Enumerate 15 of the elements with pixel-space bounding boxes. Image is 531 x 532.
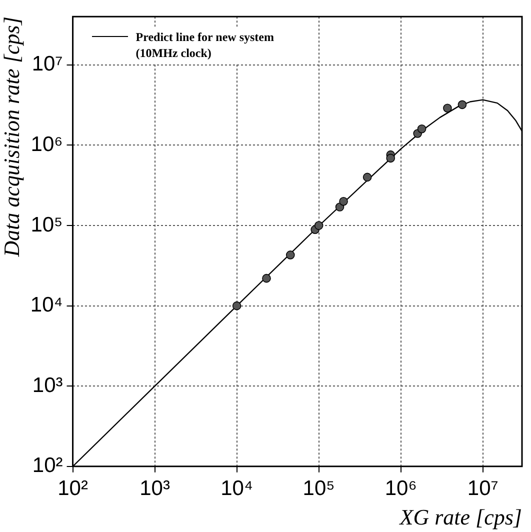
y-axis-title: Data acquisition rate [cps] (0, 16, 24, 258)
y-tick-label: 10⁶ (30, 133, 63, 156)
legend-label: Predict line for new system (10MHz clock) (136, 28, 275, 61)
y-tick-label: 10⁵ (30, 213, 63, 236)
x-tick-label: 10⁶ (384, 476, 417, 500)
x-tick-label: 10⁴ (220, 476, 254, 500)
x-axis-title: XG rate [cps] (398, 504, 522, 530)
x-tick-label: 10³ (140, 476, 170, 500)
y-tick-label: 10⁷ (32, 52, 63, 76)
y-tick-label: 10² (32, 454, 63, 478)
x-tick-label: 10² (58, 476, 88, 500)
x-tick-label: 10⁵ (302, 476, 335, 500)
y-tick-label: 10⁴ (30, 294, 63, 317)
x-tick-label: 10⁷ (467, 476, 498, 500)
y-tick-label: 10³ (32, 374, 63, 397)
